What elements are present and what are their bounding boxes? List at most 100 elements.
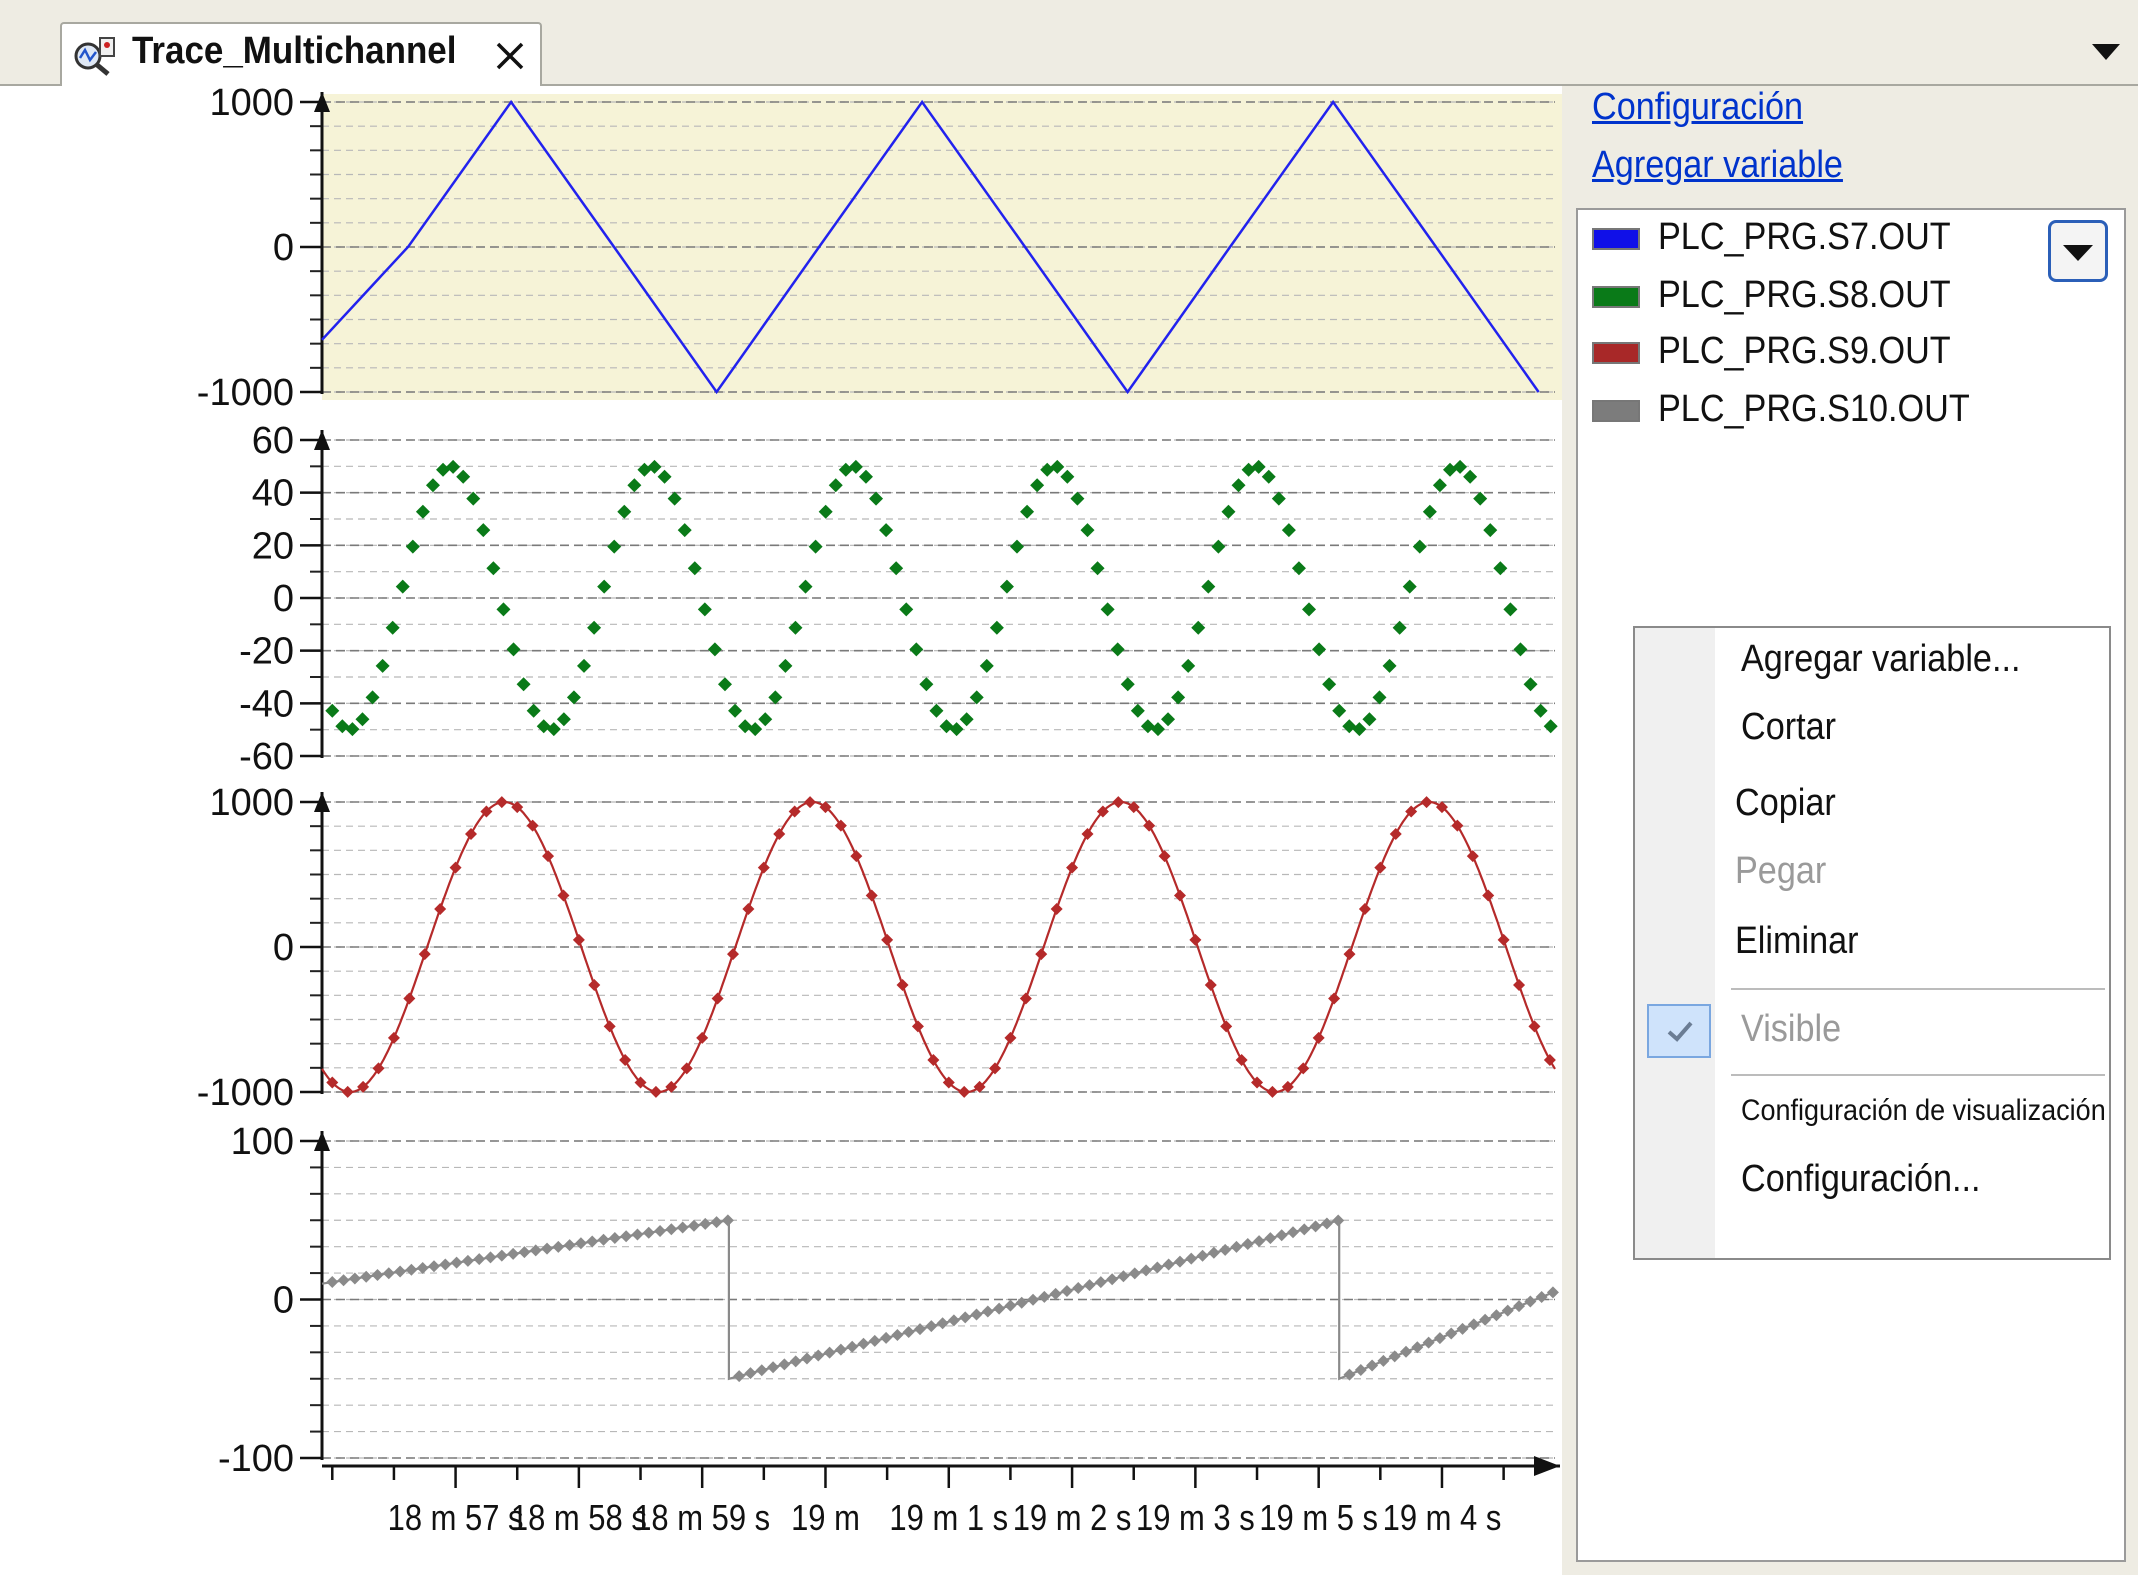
menu-item-cut[interactable]: Cortar	[1741, 706, 1837, 748]
data-point	[425, 478, 440, 493]
y-tick-label: -20	[239, 631, 294, 673]
data-point	[979, 658, 994, 673]
menu-item-copy[interactable]: Copiar	[1735, 782, 1836, 824]
data-point	[464, 827, 477, 840]
data-point	[909, 642, 924, 657]
variable-item-s8[interactable]: PLC_PRG.S8.OUT	[1592, 274, 2032, 322]
data-point	[788, 805, 801, 818]
data-point	[1513, 642, 1528, 657]
data-point	[1100, 602, 1115, 617]
data-point	[1402, 579, 1417, 594]
data-point	[516, 677, 531, 692]
y-tick-label: -100	[218, 1438, 294, 1480]
data-point	[1096, 805, 1109, 818]
data-point	[1090, 561, 1105, 576]
plot-s7: 1000 0 -1000	[197, 86, 1565, 414]
data-point	[1482, 889, 1495, 902]
data-point	[536, 719, 551, 734]
trace-chart-area[interactable]: 10000-10006040200-20-40-6010000-10001000…	[0, 86, 1570, 1575]
data-point	[637, 462, 652, 477]
data-point	[758, 712, 773, 727]
data-point	[507, 1247, 520, 1260]
data-point	[1083, 1279, 1096, 1292]
data-point	[1220, 1020, 1233, 1033]
data-point	[345, 722, 360, 737]
data-point	[325, 703, 340, 718]
data-point	[1049, 1287, 1062, 1300]
data-point	[778, 658, 793, 673]
data-point	[911, 1020, 924, 1033]
data-point	[1038, 1290, 1051, 1303]
data-point	[495, 1249, 508, 1262]
data-point	[899, 602, 914, 617]
data-point	[717, 677, 732, 692]
data-point	[1533, 703, 1548, 718]
y-tick-label: 0	[273, 227, 294, 269]
tab-trace-multichannel[interactable]: Trace_Multichannel	[60, 22, 542, 86]
close-icon[interactable]	[492, 38, 528, 74]
data-point	[1035, 948, 1048, 961]
data-point	[665, 1080, 678, 1093]
data-point	[1343, 948, 1356, 961]
y-tick-label: -40	[239, 683, 294, 725]
data-point	[800, 1352, 813, 1365]
data-point	[1181, 658, 1196, 673]
data-point	[546, 722, 561, 737]
data-point	[1442, 462, 1457, 477]
variable-item-s10[interactable]: PLC_PRG.S10.OUT	[1592, 388, 2032, 436]
data-point	[788, 620, 803, 635]
data-point	[552, 1240, 565, 1253]
trace-icon	[74, 37, 115, 76]
data-point	[415, 504, 430, 519]
data-point	[496, 602, 511, 617]
data-point	[881, 933, 894, 946]
tab-overflow-dropdown-icon[interactable]	[2090, 40, 2122, 62]
data-point	[1523, 677, 1538, 692]
data-point	[1030, 478, 1045, 493]
data-point	[385, 620, 400, 635]
data-point	[556, 712, 571, 727]
data-point	[1389, 827, 1402, 840]
data-point	[778, 1358, 791, 1371]
data-point	[823, 1346, 836, 1359]
data-point	[1173, 1255, 1186, 1268]
data-point	[1281, 523, 1296, 538]
data-point	[449, 861, 462, 874]
variable-label: PLC_PRG.S7.OUT	[1658, 216, 1951, 258]
menu-item-delete[interactable]: Eliminar	[1735, 920, 1859, 962]
menu-item-add-variable[interactable]: Agregar variable...	[1741, 638, 2021, 680]
data-point	[819, 801, 832, 814]
data-point	[1328, 992, 1341, 1005]
data-point	[1161, 712, 1176, 727]
data-point	[697, 602, 712, 617]
data-point	[711, 992, 724, 1005]
x-tick-label: 19 m 4 s	[1383, 1499, 1502, 1539]
data-point	[1130, 703, 1145, 718]
data-point	[1251, 1076, 1264, 1089]
data-point	[846, 1340, 859, 1353]
variable-item-s7[interactable]: PLC_PRG.S7.OUT	[1592, 216, 2032, 264]
data-point	[1019, 992, 1032, 1005]
data-point	[1291, 561, 1306, 576]
data-point	[1150, 722, 1165, 737]
x-tick-label: 19 m 2 s	[1013, 1499, 1132, 1539]
menu-item-configuration[interactable]: Configuración...	[1741, 1158, 1981, 1200]
data-point	[1151, 1261, 1164, 1274]
add-variable-link[interactable]: Agregar variable	[1592, 144, 1843, 186]
data-point	[880, 1331, 893, 1344]
data-point	[1298, 1223, 1311, 1236]
variable-options-button[interactable]	[2048, 220, 2108, 282]
data-point	[850, 850, 863, 863]
data-point	[657, 469, 672, 484]
menu-item-display-settings[interactable]: Configuración de visualización	[1741, 1094, 2106, 1127]
data-point	[1070, 491, 1085, 506]
variable-item-s9[interactable]: PLC_PRG.S9.OUT	[1592, 330, 2032, 378]
data-point	[742, 902, 755, 915]
configuration-link[interactable]: Configuración	[1592, 86, 1804, 128]
data-point	[665, 1223, 678, 1236]
data-point	[416, 1261, 429, 1274]
data-point	[529, 1244, 542, 1257]
data-point	[1241, 1237, 1254, 1250]
data-point	[677, 523, 692, 538]
data-point	[480, 805, 493, 818]
